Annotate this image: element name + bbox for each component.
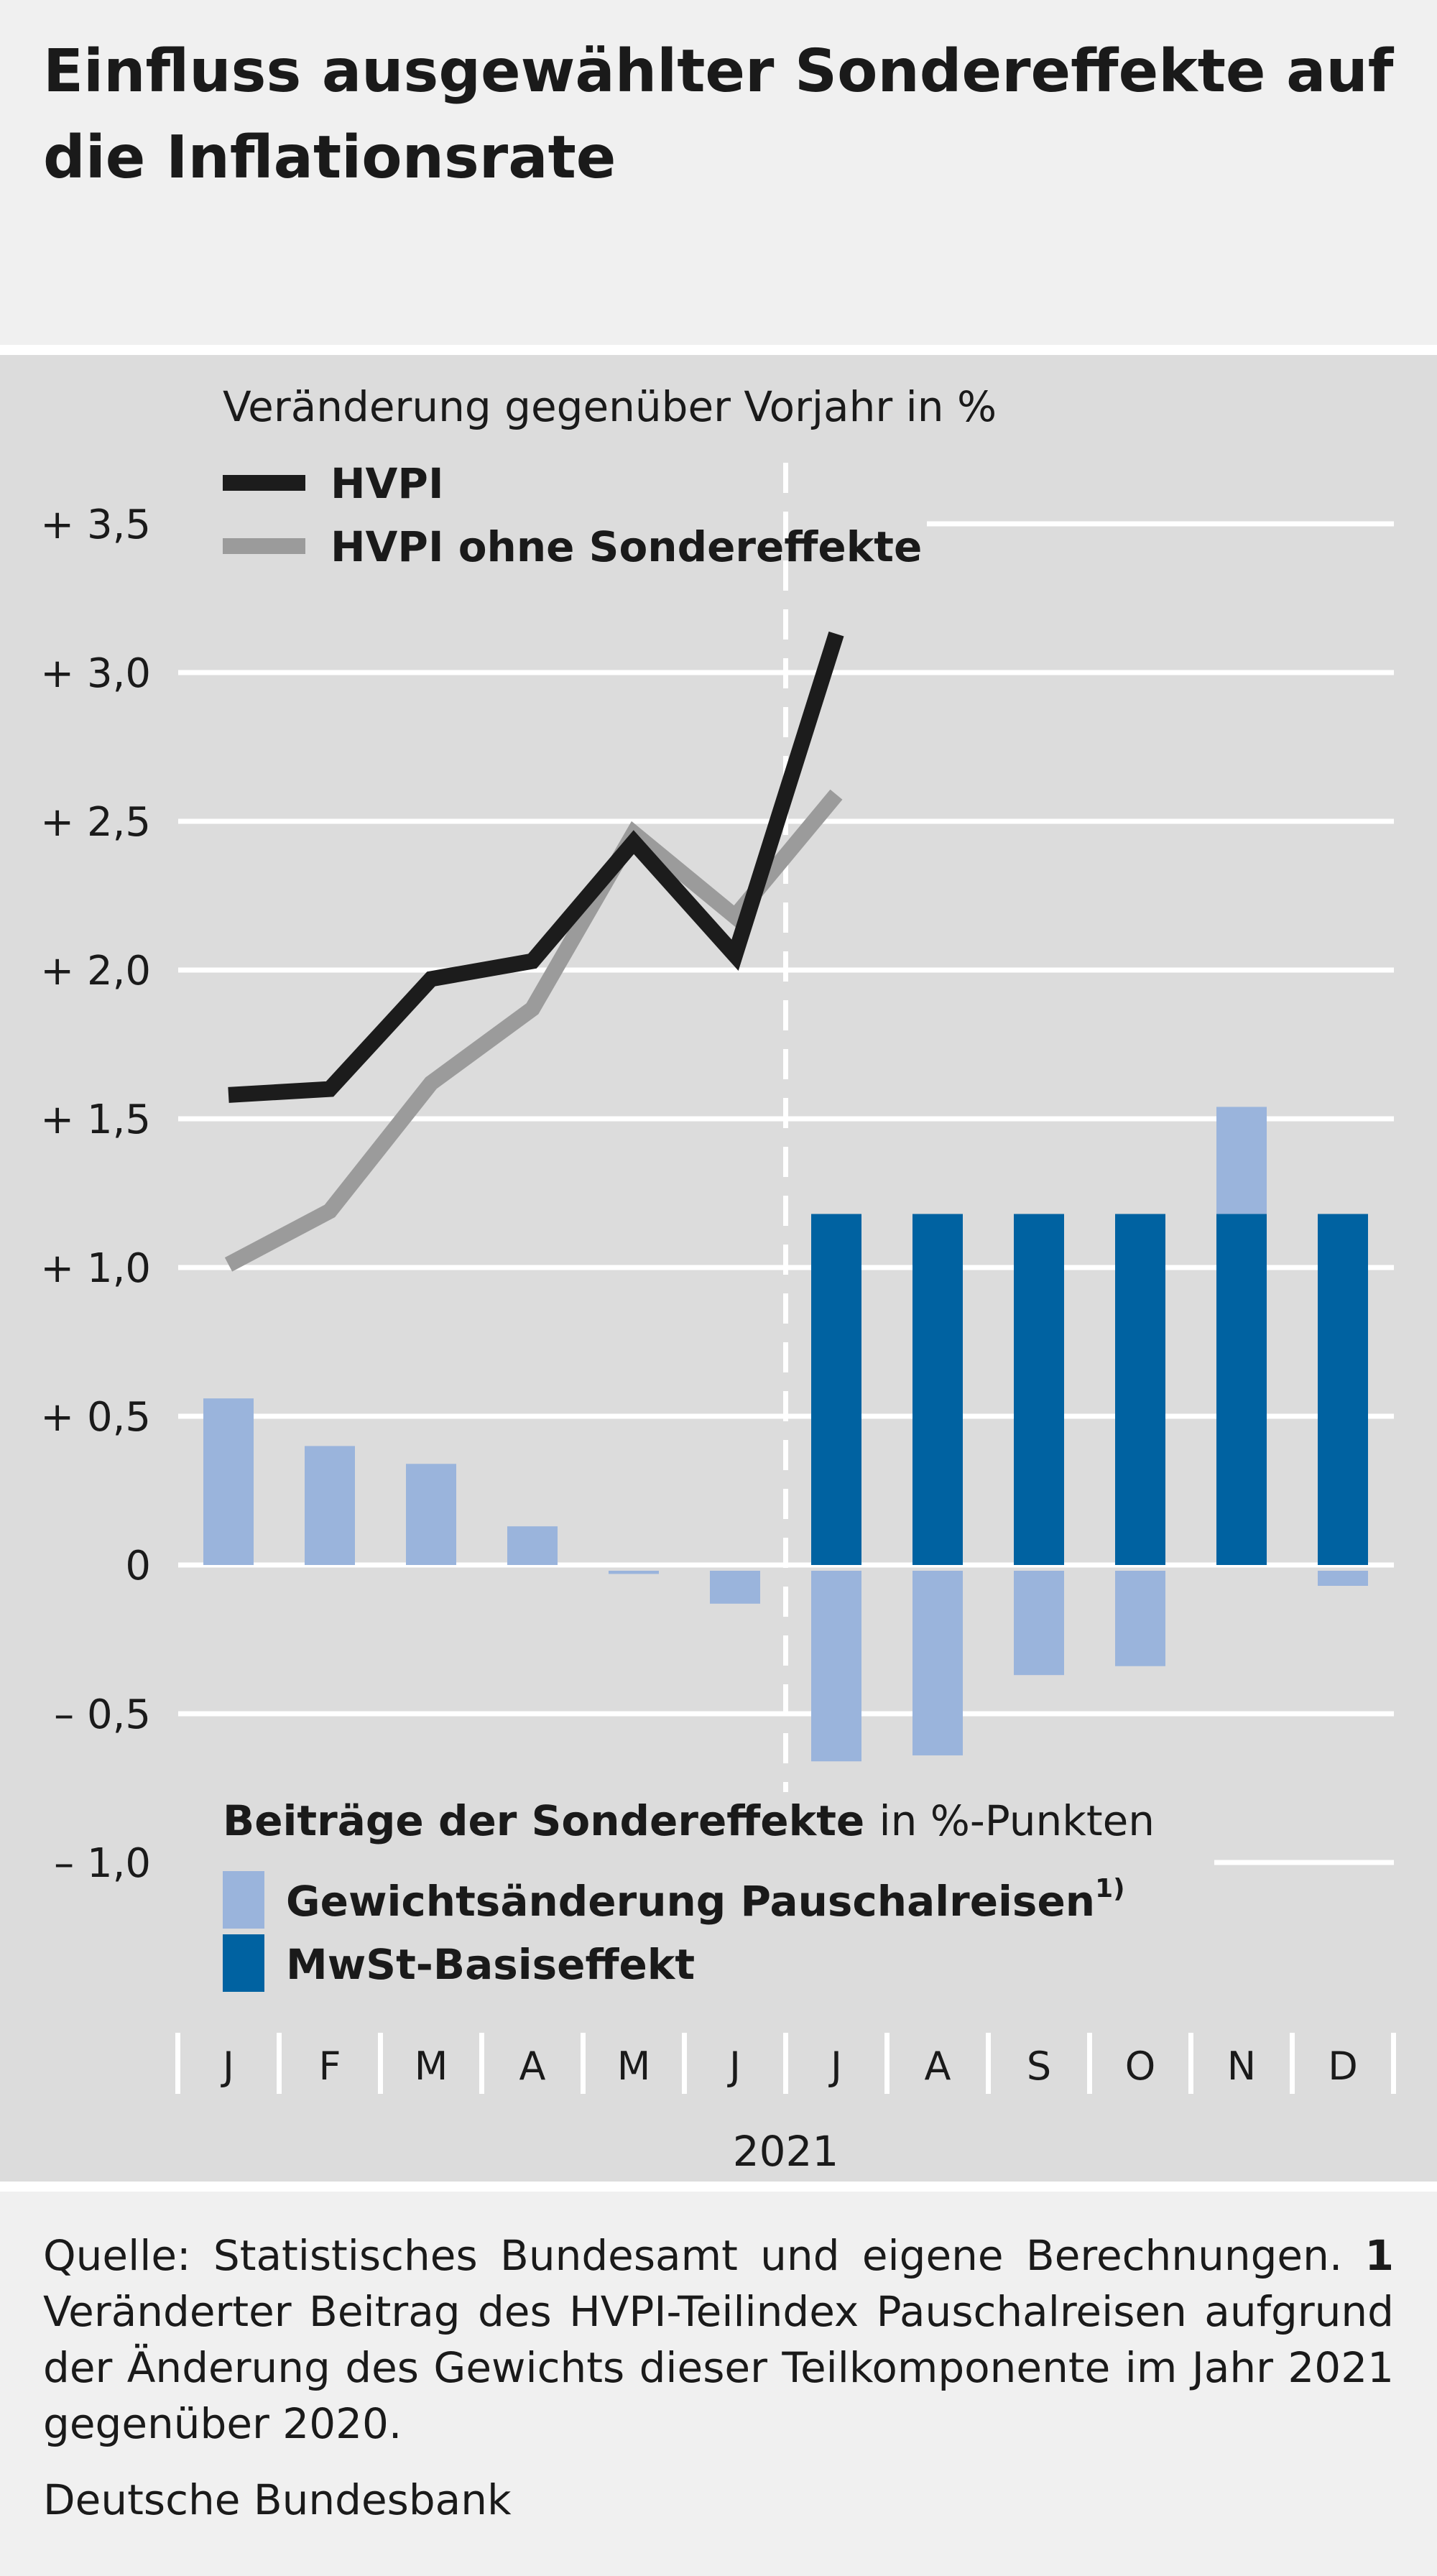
x-tick-label: N — [1227, 2044, 1256, 2089]
x-tick-label: J — [221, 2044, 234, 2089]
footnote-block: Quelle: Statistisches Bundesamt und eige… — [43, 2228, 1394, 2452]
bar-legend-title-rest: in %-Punkten — [879, 1796, 1155, 1845]
footnote-number: 1 — [1364, 2231, 1394, 2280]
bar-mwst — [1318, 1214, 1368, 1565]
y-tick-label: + 1,5 — [40, 1097, 151, 1143]
bar-pauschalreisen — [609, 1571, 659, 1574]
chart-panel: + 3,5 + 3,0 + 2,5 + 2,0 + 1,5 + 1,0 + 0,5 0 – 0,… — [0, 345, 1437, 2192]
chart-svg: + 3,5 + 3,0 + 2,5 + 2,0 + 1,5 + 1,0 + 0,5 0 – 0,… — [40, 382, 1396, 2176]
x-tick-label: M — [415, 2044, 448, 2089]
bar-pauschalreisen — [1318, 1571, 1368, 1586]
bar-mwst — [811, 1214, 861, 1565]
x-axis: J F M A M J J A S O N D 2021 — [175, 2033, 1396, 2176]
x-tick-label: M — [617, 2044, 651, 2089]
legend-swatch — [223, 1934, 264, 1992]
x-tick-label: O — [1125, 2044, 1156, 2089]
x-tick-label: J — [727, 2044, 741, 2089]
chart-title: Einfluss ausgewählter Sondereffekte auf … — [43, 37, 1394, 192]
bar-mwst — [912, 1214, 963, 1565]
legend-label: HVPI ohne Sondereffekte — [331, 522, 922, 571]
bar-pauschalreisen — [507, 1526, 558, 1565]
y-tick-label: – 0,5 — [54, 1691, 151, 1738]
series-line — [228, 631, 844, 1103]
publisher: Deutsche Bundesbank — [43, 2475, 512, 2524]
y-tick-label: + 3,0 — [40, 650, 151, 697]
bar-mwst — [1115, 1214, 1165, 1565]
x-tick-label: D — [1328, 2044, 1358, 2089]
line-legend: HVPI HVPI ohne Sondereffekte — [223, 459, 922, 571]
series-lines — [224, 631, 844, 1272]
x-tick-label: S — [1027, 2044, 1051, 2089]
legend-label: MwSt-Basiseffekt — [286, 1940, 695, 1989]
y-axis-unit-label: Veränderung gegenüber Vorjahr in % — [223, 382, 997, 431]
y-tick-label: 0 — [125, 1543, 151, 1589]
x-tick-label: J — [828, 2044, 842, 2089]
legend-swatch — [223, 1871, 264, 1929]
footnote-text: Veränderter Beitrag des HVPI-Teilindex P… — [43, 2287, 1394, 2448]
bar-pauschalreisen — [811, 1571, 861, 1762]
legend-label: Gewichtsänderung Pauschalreisen1) — [286, 1874, 1125, 1926]
bar-legend-title-bold: Beiträge der Sondereffekte — [223, 1796, 879, 1845]
y-tick-label: + 2,5 — [40, 799, 151, 846]
bar-pauschalreisen — [1014, 1571, 1064, 1676]
bar-pauschalreisen — [1115, 1571, 1165, 1666]
bar-pauschalreisen — [1216, 1107, 1267, 1214]
bars — [203, 1107, 1368, 1762]
bar-mwst — [1216, 1214, 1267, 1565]
source-note: Quelle: Statistisches Bundesamt und eige… — [43, 2231, 1343, 2280]
x-tick-label: A — [925, 2044, 951, 2089]
bar-mwst — [1014, 1214, 1064, 1565]
year-label: 2021 — [733, 2127, 839, 2176]
footer: Quelle: Statistisches Bundesamt und eige… — [43, 2228, 1394, 2528]
legend-label: HVPI — [331, 459, 444, 508]
y-tick-label: – 1,0 — [54, 1840, 151, 1887]
x-tick-label: A — [519, 2044, 546, 2089]
y-tick-label: + 1,0 — [40, 1245, 151, 1292]
bar-pauschalreisen — [305, 1446, 355, 1565]
bar-pauschalreisen — [406, 1464, 456, 1565]
x-tick-label: F — [318, 2044, 341, 2089]
bar-pauschalreisen — [203, 1398, 254, 1565]
series-line — [224, 789, 843, 1272]
y-axis-labels: + 3,5 + 3,0 + 2,5 + 2,0 + 1,5 + 1,0 + 0,5 0 – 0,… — [40, 502, 151, 1887]
y-tick-label: + 2,0 — [40, 948, 151, 994]
y-tick-label: + 0,5 — [40, 1394, 151, 1441]
bar-legend: Beiträge der Sondereffekte in %-Punkten G… — [223, 1796, 1155, 1992]
bar-pauschalreisen — [710, 1571, 760, 1604]
footnote-marker: 1) — [1095, 1874, 1125, 1903]
bar-pauschalreisen — [912, 1571, 963, 1755]
y-tick-label: + 3,5 — [40, 502, 151, 548]
bar-legend-title: Beiträge der Sondereffekte in %-Punkten — [223, 1796, 1155, 1845]
